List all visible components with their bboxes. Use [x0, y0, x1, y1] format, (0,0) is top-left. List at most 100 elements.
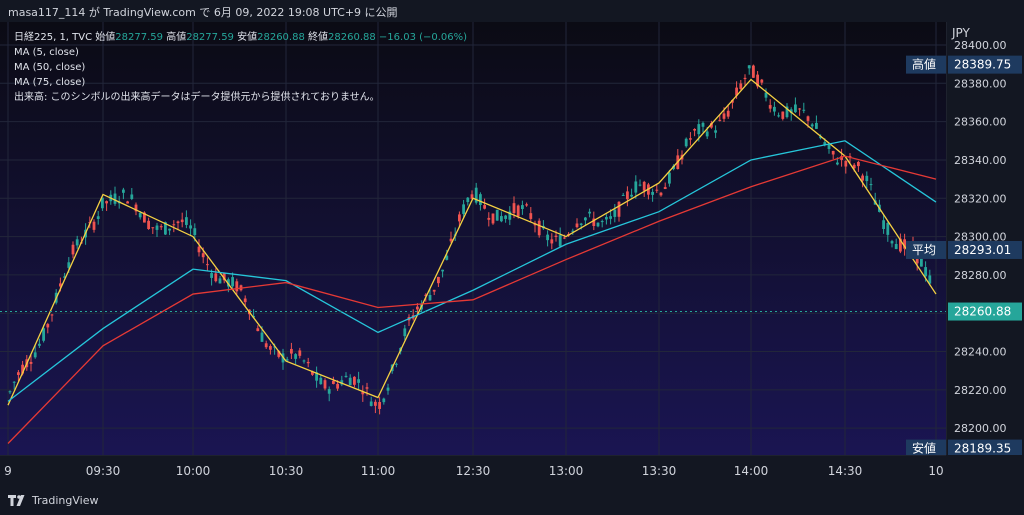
candle-body — [474, 187, 478, 203]
high-value: 28277.59 — [186, 32, 234, 43]
candle-body — [794, 104, 797, 113]
candle-body — [836, 162, 839, 165]
candle-body — [903, 239, 906, 249]
candle-body — [306, 361, 310, 364]
candle-body — [424, 294, 428, 297]
candle-body — [180, 219, 184, 223]
candle-body — [747, 65, 751, 69]
candle-body — [462, 204, 465, 214]
candle-body — [33, 352, 37, 358]
candle-body — [819, 136, 822, 139]
candle-body — [59, 283, 62, 287]
price-badge-value: 28389.75 — [954, 58, 1011, 72]
ma-line-50 — [7, 140, 937, 402]
candle-body — [823, 142, 827, 145]
price-tick-label: 28240.00 — [954, 346, 1007, 359]
candle-body — [848, 156, 852, 158]
candle-body — [336, 383, 339, 389]
time-tick-label: 11:00 — [361, 464, 396, 478]
candle-body — [168, 228, 171, 231]
candle-body — [554, 235, 558, 238]
candle-body — [735, 87, 738, 96]
price-tick-label: 28320.00 — [954, 192, 1007, 205]
candle-body — [67, 262, 71, 268]
candle-body — [714, 130, 717, 133]
candle-body — [684, 138, 688, 147]
candle-body — [428, 294, 432, 301]
candle-body — [348, 377, 352, 386]
candle-body — [722, 113, 726, 119]
ma75-legend[interactable]: MA (75, close) — [14, 77, 86, 88]
candle-body — [332, 380, 335, 384]
candle-body — [668, 172, 671, 184]
candle-body — [437, 276, 440, 284]
currency-label: JPY — [951, 26, 971, 40]
candle-body — [214, 273, 218, 282]
candle-body — [865, 175, 869, 182]
candle-body — [815, 122, 818, 129]
candle-body — [773, 106, 776, 112]
ma50-legend[interactable]: MA (50, close) — [14, 62, 86, 73]
candle-body — [739, 83, 743, 90]
candle-body — [861, 175, 864, 181]
candle-body — [701, 122, 705, 127]
chart-pane[interactable]: 高値 平均 安値 — [0, 22, 946, 458]
candle-body — [857, 161, 860, 167]
candle-body — [894, 243, 898, 250]
time-axis-svg: 9 09:30 10:00 10:30 11:00 12:30 13:00 13:30 14:0… — [0, 454, 946, 478]
candle-body — [869, 184, 873, 186]
candle-body — [458, 214, 461, 222]
price-axis[interactable]: JPY 28400.00 28380.00 28360.00 28340.00 2832… — [945, 22, 1024, 458]
candle-body — [621, 194, 625, 196]
ma5-legend[interactable]: MA (5, close) — [14, 47, 79, 58]
tradingview-icon — [8, 495, 25, 506]
candle-body — [466, 197, 470, 203]
candle-body — [126, 201, 129, 204]
time-axis[interactable]: 9 09:30 10:00 10:30 11:00 12:30 13:00 13:30 14:0… — [0, 454, 1024, 515]
candle-body — [609, 216, 612, 219]
candle-body — [101, 197, 104, 209]
candle-body — [899, 238, 902, 252]
candle-body — [176, 221, 180, 224]
candle-body — [264, 343, 268, 348]
candle-body — [697, 124, 701, 135]
candle-body — [416, 306, 419, 310]
candle-body — [138, 212, 142, 218]
candle-body — [827, 144, 831, 149]
candle-body — [357, 379, 360, 383]
candle-body — [361, 391, 365, 395]
candle-body — [172, 224, 176, 226]
candle-body — [38, 343, 41, 346]
open-label: 始値 — [95, 32, 116, 43]
candle-body — [571, 230, 575, 232]
open-value: 28277.59 — [115, 32, 164, 43]
price-badge-tag — [906, 55, 946, 74]
candle-body — [113, 193, 117, 204]
candle-body — [504, 215, 507, 219]
candle-body — [487, 217, 491, 220]
candle-body — [798, 108, 801, 110]
change-value: −16.03 (−0.06%) — [378, 32, 468, 43]
candle-body — [273, 346, 276, 348]
candle-body — [789, 109, 793, 114]
candle-body — [638, 184, 642, 186]
candle-body — [785, 106, 789, 118]
candle-body — [617, 201, 621, 217]
publish-info-bar: masa117_114 が TradingView.com で 6月 09, 2… — [0, 0, 1024, 22]
candle-body — [298, 350, 302, 356]
candle-body — [8, 391, 12, 393]
candle-body — [840, 156, 843, 160]
candle-body — [290, 348, 293, 354]
candle-body — [42, 328, 45, 341]
candle-body — [46, 324, 50, 328]
candle-body — [445, 255, 449, 260]
candle-body — [508, 211, 512, 220]
candle-body — [756, 74, 759, 87]
candle-body — [235, 281, 239, 292]
tradingview-logo[interactable]: TradingView — [8, 494, 98, 507]
time-tick-label: 10:00 — [176, 464, 211, 478]
candle-body — [147, 220, 150, 230]
time-tick-label: 10:30 — [269, 464, 304, 478]
candle-body — [315, 372, 318, 381]
